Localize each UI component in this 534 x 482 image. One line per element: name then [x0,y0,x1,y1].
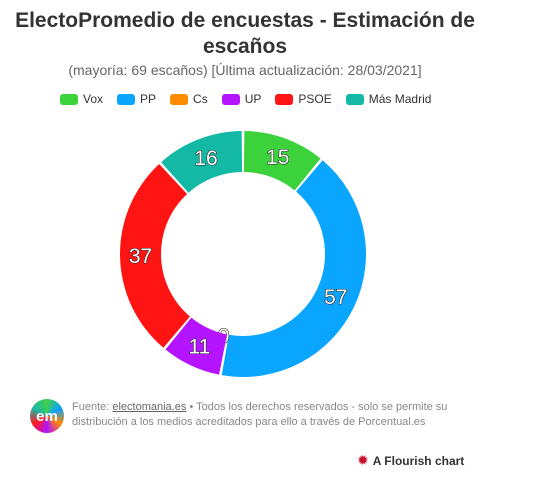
flourish-credit[interactable]: ✹ A Flourish chart [357,452,464,469]
electomania-logo: em [30,399,64,433]
legend-swatch [60,93,78,105]
electomania-logo-text: em [36,407,58,425]
source-note: Fuente: electomania.es • Todos los derec… [72,397,447,433]
chart-subtitle: (mayoría: 69 escaños) [Última actualizac… [68,62,422,78]
legend-swatch [221,93,240,105]
slice-label-vox: 15 [266,146,289,169]
legend-item-psoe[interactable]: PSOE [275,92,332,106]
legend-swatch [170,93,189,105]
slice-label-up: 11 [189,335,211,358]
slice-pp[interactable] [221,160,366,377]
slice-vox[interactable] [243,131,321,191]
donut-chart: 15570113716 [120,131,366,377]
footer: em Fuente: electomania.es • Todos los de… [30,397,500,433]
chart-title: ElectoPromedio de encuestas - Estimación… [0,8,490,60]
source-rest: • Todos los derechos reservados - solo s… [186,401,448,413]
legend-label: UP [244,92,262,106]
legend-item-pp[interactable]: PP [117,92,156,106]
slice-psoe[interactable] [120,164,190,348]
slice-mas-madrid[interactable] [161,131,243,193]
legend-item-vox[interactable]: Vox [60,92,103,106]
flourish-credit-text: A Flourish chart [372,453,465,468]
flourish-logo-icon: ✹ [357,452,369,468]
slice-label-psoe: 37 [129,245,152,268]
legend-label: Más Madrid [368,92,432,106]
slice-label-pp: 57 [324,286,347,309]
legend-swatch [275,93,294,105]
chart-title-line2: escaños [202,35,288,58]
source-line2: distribución a los medios acreditados pa… [72,416,426,428]
source-prefix: Fuente: [72,401,113,413]
legend-item-up[interactable]: UP [221,92,262,106]
slice-label-mas-madrid: 16 [194,147,217,170]
legend-label: Cs [193,92,208,106]
source-link[interactable]: electomania.es [112,401,187,413]
chart-title-line1: ElectoPromedio de encuestas - Estimación… [15,9,475,32]
slice-up[interactable] [165,317,228,375]
legend-swatch [117,93,136,105]
legend-label: PSOE [298,92,332,106]
legend-item-cs[interactable]: Cs [170,92,208,106]
legend-label: Vox [83,92,104,106]
legend-label: PP [140,92,157,106]
legend-item-mas-madrid[interactable]: Más Madrid [345,92,432,106]
legend: Vox PP Cs UP PSOE Más Madrid [60,92,431,106]
legend-swatch [345,93,364,105]
